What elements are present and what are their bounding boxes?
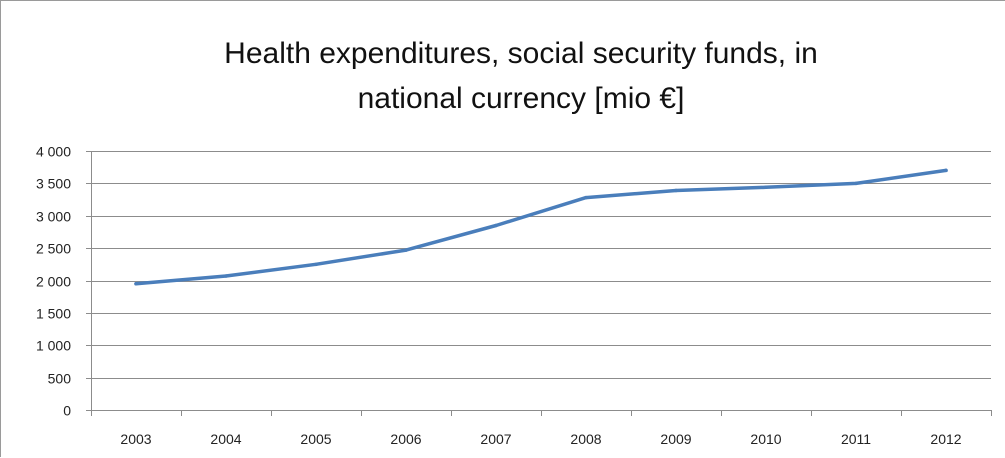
x-tick-label: 2011: [841, 431, 871, 447]
data-point: [764, 185, 768, 190]
y-tick-label: 1 000: [36, 338, 71, 354]
x-tick-label: 2007: [480, 431, 511, 447]
data-point: [314, 262, 318, 267]
x-tick-label: 2004: [210, 431, 241, 447]
data-point: [854, 181, 858, 186]
x-tick-label: 2008: [570, 431, 601, 447]
series-line: [134, 168, 948, 286]
data-point: [674, 188, 678, 193]
x-tick-label: 2010: [750, 431, 781, 447]
data-point: [404, 248, 408, 252]
x-tick-label: 2012: [930, 431, 961, 447]
y-tick-label: 2 500: [36, 241, 71, 257]
x-tick-label: 2009: [660, 431, 691, 447]
data-point: [944, 168, 948, 173]
y-tick-label: 3 500: [36, 176, 71, 192]
chart-title-line-1: Health expenditures, social security fun…: [224, 37, 818, 70]
x-tick-label: 2006: [390, 431, 421, 447]
chart-title: Health expenditures, social security fun…: [161, 31, 881, 121]
data-point: [224, 274, 228, 278]
y-tick-label: 500: [48, 371, 72, 387]
y-tick-label: 2 000: [36, 274, 71, 290]
y-tick-label: 1 500: [36, 306, 71, 322]
data-point: [134, 281, 138, 286]
x-tick-label: 2005: [300, 431, 331, 447]
data-point: [494, 223, 498, 228]
y-tick-label: 4 000: [36, 144, 71, 160]
chart-title-line-2: national currency [mio €]: [357, 82, 685, 115]
data-point: [584, 195, 588, 200]
y-tick-label: 0: [63, 403, 71, 419]
x-tick-label: 2003: [120, 431, 151, 447]
y-tick-label: 3 000: [36, 209, 71, 225]
